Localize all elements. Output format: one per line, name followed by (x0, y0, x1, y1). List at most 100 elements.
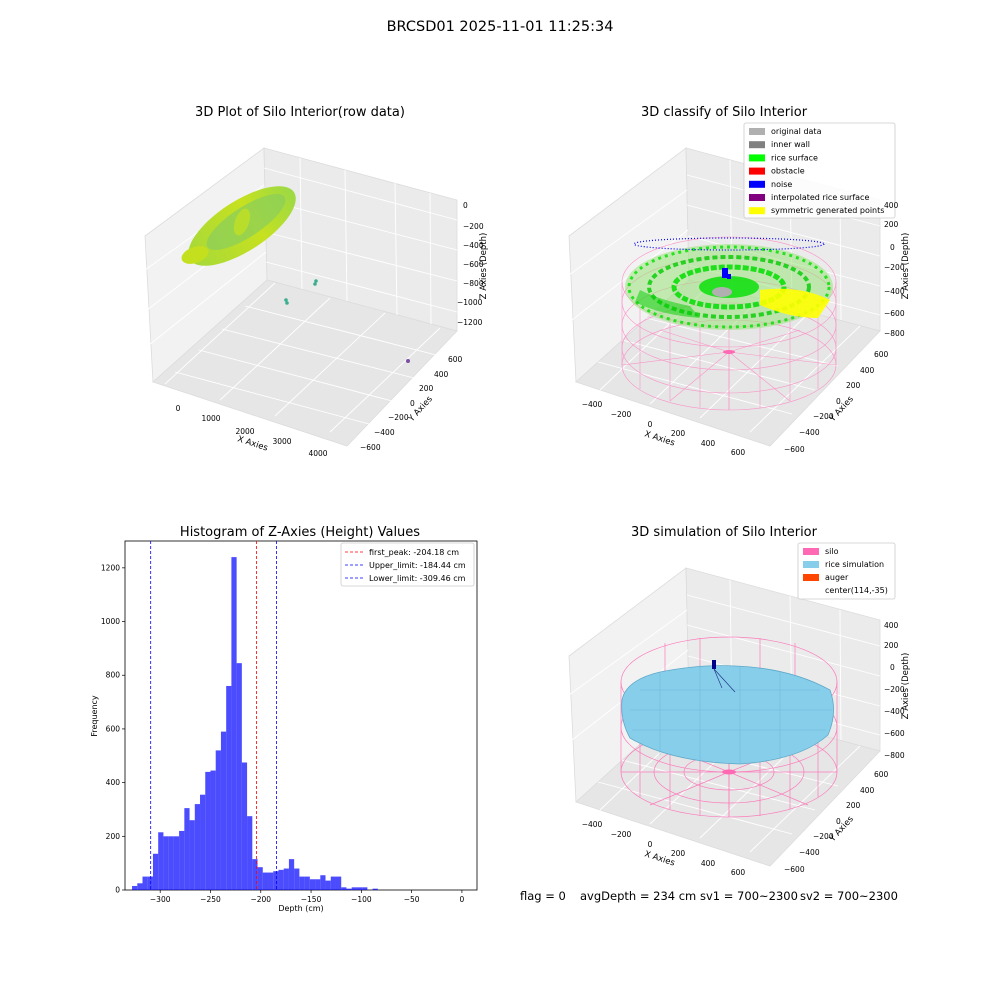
classify-xtick: 400 (701, 439, 716, 448)
classify-legend-swatch (749, 180, 765, 188)
sim-legend-label: center(114,-35) (825, 586, 888, 595)
hist-bar (184, 808, 190, 890)
hist-bar (262, 872, 269, 890)
panel-simulation-3d: 3D simulation of Silo Interior (568, 525, 911, 877)
hist-bar (294, 868, 300, 890)
sim-xtick: 0 (648, 840, 653, 849)
hist-ytick-label: 0 (115, 886, 120, 895)
hist-bar (351, 887, 357, 890)
sim-silo-bottom-center (722, 769, 736, 775)
hist-bar (257, 867, 263, 890)
hist-bar (231, 557, 237, 890)
hist-bar (309, 879, 316, 890)
hist-bar (304, 876, 310, 890)
sim-zlabel: Z Axies (Depth) (901, 653, 911, 720)
hist-xtick-label: −250 (200, 895, 221, 904)
raw-xlabel: X Axies (236, 434, 269, 453)
hist-xtick-label: −200 (250, 895, 271, 904)
raw-ytick: 200 (419, 384, 434, 393)
footer-flag: flag = 0 (520, 889, 566, 903)
classify-xtick: −400 (582, 400, 603, 409)
classify-ztick: −800 (884, 329, 905, 338)
hist-bar (142, 876, 148, 890)
sim-ztick: −600 (884, 729, 905, 738)
raw-point-cloud (181, 186, 296, 266)
hist-bar (372, 888, 378, 890)
hist-xtick-label: 0 (460, 895, 465, 904)
sim-xtick: 200 (671, 849, 686, 858)
classify-xtick: 0 (648, 420, 653, 429)
sim-xtick: 400 (701, 859, 716, 868)
classify-ztick: 400 (884, 201, 899, 210)
raw-ytick: −400 (374, 428, 395, 437)
hist-bar (194, 804, 201, 890)
sim-ytick: 600 (874, 770, 889, 779)
classify-ztick: −600 (884, 309, 905, 318)
classify-ztick: −200 (884, 263, 905, 272)
hist-xtick-label: −150 (301, 895, 322, 904)
classify-xtick: −200 (611, 410, 632, 419)
classify-legend-label: noise (771, 180, 792, 189)
hist-bar (268, 872, 274, 890)
hist-ytick-label: 1000 (101, 617, 120, 626)
hist-bar (288, 859, 295, 890)
sim-ztick: 200 (884, 641, 899, 650)
hist-bar (210, 770, 216, 890)
hist-bar (356, 887, 363, 890)
raw-ytick: 600 (448, 355, 463, 364)
hist-legend-frame (340, 542, 475, 587)
hist-bar (132, 885, 138, 890)
sim-ylabel: Y Axies (827, 814, 856, 845)
hist-bar (325, 880, 331, 890)
sim-ztick: −400 (884, 707, 905, 716)
sim-ztick: −800 (884, 751, 905, 760)
sim-xtick: −200 (611, 830, 632, 839)
raw-ztick: −1200 (457, 318, 483, 327)
classify-xtick: 600 (731, 448, 746, 457)
classify-legend-label: original data (771, 127, 822, 136)
classify-zlabel: Z Axies (Depth) (901, 233, 911, 300)
hist-bar (346, 888, 352, 890)
hist-bar (189, 820, 195, 890)
hist-bar (335, 876, 342, 890)
hist-bar (226, 685, 232, 890)
hist-ytick-label: 400 (106, 778, 121, 787)
classify-ytick: 0 (836, 397, 841, 406)
hist-bar (152, 853, 159, 890)
hist-legend-label: first_peak: -204.18 cm (369, 548, 459, 557)
classify-ytick: 600 (874, 350, 889, 359)
sim-ytick: −200 (813, 832, 834, 841)
classify-ytick: 400 (860, 366, 875, 375)
hist-bar (341, 887, 347, 890)
hist-bar (158, 832, 164, 890)
raw-xtick: 0 (176, 404, 181, 413)
raw-xtick: 1000 (201, 414, 220, 423)
sim-legend-frame (797, 542, 896, 600)
classify-ytick: −600 (784, 445, 805, 454)
raw-ztick: −200 (463, 222, 484, 231)
footer-sv2: sv2 = 700~2300 (800, 889, 898, 903)
hist-bar (179, 830, 185, 890)
panel-raw-3d: 3D Plot of Silo Interior(row data) (144, 105, 489, 458)
hist-bar (299, 876, 305, 890)
classify-legend-swatch (749, 141, 765, 149)
hist-bar (273, 871, 279, 890)
hist-legend-label: Upper_limit: -184.44 cm (369, 561, 466, 570)
classify-ylabel: Y Axies (827, 394, 856, 425)
classify-title: 3D classify of Silo Interior (641, 105, 808, 120)
footer-sv1: sv1 = 700~2300 (700, 889, 798, 903)
panel-classify-3d: 3D classify of Silo Interior (568, 105, 911, 457)
raw-ytick: −600 (360, 443, 381, 452)
hist-bar (173, 836, 180, 890)
raw-zlabel: Z Axies (Depth) (479, 233, 489, 300)
hist-ytick-label: 600 (106, 724, 121, 733)
hist-bar (362, 887, 368, 890)
hist-bar (315, 879, 321, 890)
classify-silo-bottom-center (723, 350, 735, 354)
raw-xtick: 3000 (272, 437, 291, 446)
classify-legend-label: interpolated rice surface (771, 193, 869, 202)
sim-legend-label: auger (825, 573, 849, 582)
hist-ytick-label: 1200 (101, 563, 120, 572)
hist-bar (220, 731, 227, 890)
hist-bar (278, 869, 284, 890)
